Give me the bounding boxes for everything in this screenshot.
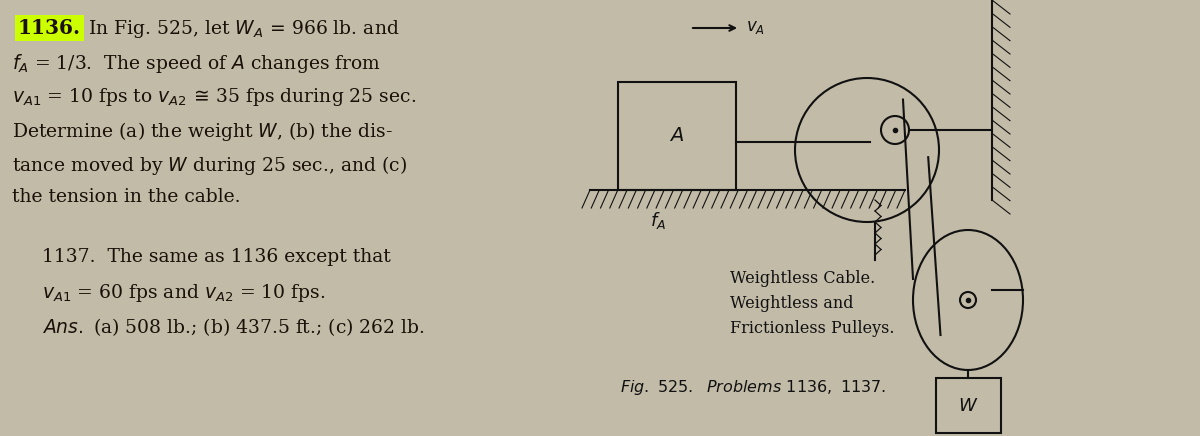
Text: $A$: $A$: [670, 127, 684, 145]
Text: $v_{A1}$ = 60 fps and $v_{A2}$ = 10 fps.: $v_{A1}$ = 60 fps and $v_{A2}$ = 10 fps.: [42, 282, 325, 304]
Bar: [618, 82, 736, 190]
Text: the tension in the cable.: the tension in the cable.: [12, 188, 240, 206]
Text: $v_A$: $v_A$: [746, 20, 764, 37]
Text: $Fig.\ 525.\ \ Problems\ 1136,\ 1137.$: $Fig.\ 525.\ \ Problems\ 1136,\ 1137.$: [620, 378, 886, 397]
Text: In Fig. 525, let $W_A$ $\!=\!$ 966 lb. and: In Fig. 525, let $W_A$ $\!=\!$ 966 lb. a…: [88, 18, 400, 40]
Text: tance moved by $W$ during 25 sec., and (c): tance moved by $W$ during 25 sec., and (…: [12, 154, 407, 177]
Text: Determine (a) the weight $W$, (b) the dis-: Determine (a) the weight $W$, (b) the di…: [12, 120, 392, 143]
Bar: [936, 378, 1001, 433]
Text: 1136.: 1136.: [18, 18, 82, 38]
Text: Weightless Cable.
Weightless and
Frictionless Pulleys.: Weightless Cable. Weightless and Frictio…: [730, 270, 894, 337]
Text: $f_A$ = 1/3.  The speed of $A$ changes from: $f_A$ = 1/3. The speed of $A$ changes fr…: [12, 52, 382, 75]
Text: $\it{Ans.}$ (a) 508 lb.; (b) 437.5 ft.; (c) 262 lb.: $\it{Ans.}$ (a) 508 lb.; (b) 437.5 ft.; …: [42, 316, 425, 338]
Text: 1137.  The same as 1136 except that: 1137. The same as 1136 except that: [42, 248, 391, 266]
Text: $f_A$: $f_A$: [650, 210, 666, 231]
Text: $W$: $W$: [958, 396, 978, 415]
Text: $v_{A1}$ = 10 fps to $v_{A2}$ $\!\cong\!$ 35 fps during 25 sec.: $v_{A1}$ = 10 fps to $v_{A2}$ $\!\cong\!…: [12, 86, 416, 108]
